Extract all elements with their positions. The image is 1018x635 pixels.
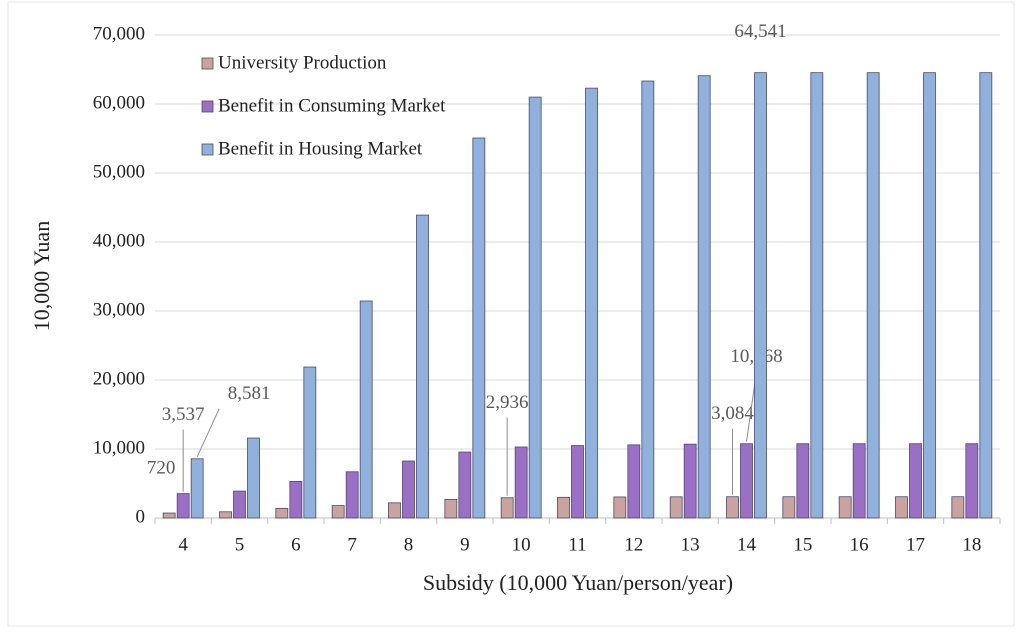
bar (345, 471, 359, 519)
y-tick-label: 20,000 (93, 368, 145, 389)
bar (359, 300, 373, 519)
x-tick-label: 12 (624, 534, 643, 555)
chart-frame (7, 1, 1015, 627)
y-tick-label: 50,000 (93, 161, 145, 182)
x-tick-label: 15 (793, 534, 812, 555)
bar (416, 214, 429, 519)
y-tick-label: 10,000 (93, 437, 145, 458)
bar (838, 496, 852, 519)
x-tick-label: 13 (681, 534, 700, 555)
leader-line (196, 408, 220, 457)
data-label: 8,581 (228, 383, 271, 404)
bar (852, 443, 866, 519)
bar (219, 511, 232, 519)
x-tick-label: 17 (906, 534, 925, 555)
data-label: 3,084 (711, 403, 754, 424)
bar (275, 507, 289, 519)
data-label: 720 (147, 457, 176, 478)
bar (979, 72, 993, 519)
bar (866, 72, 880, 519)
bar (331, 505, 345, 519)
bar (697, 75, 711, 519)
legend-swatch (201, 100, 214, 113)
data-label: 2,936 (486, 392, 529, 413)
x-tick-label: 9 (460, 534, 470, 555)
bar (613, 496, 627, 519)
data-label: 64,541 (734, 21, 786, 42)
bar (895, 496, 908, 519)
x-tick-label: 4 (178, 534, 188, 555)
y-tick-label: 60,000 (93, 92, 145, 113)
bar (571, 445, 584, 519)
x-tick-label: 8 (404, 534, 414, 555)
x-tick-label: 10 (512, 534, 531, 555)
legend-label: Benefit in Consuming Market (218, 95, 446, 116)
bar (683, 443, 697, 519)
bar (641, 80, 655, 519)
bar (796, 443, 810, 519)
x-tick-label: 16 (850, 534, 869, 555)
bar (669, 496, 683, 519)
y-tick-label: 0 (136, 506, 146, 527)
x-axis-title: Subsidy (10,000 Yuan/person/year) (423, 570, 733, 595)
x-tick-label: 18 (962, 534, 981, 555)
bar (627, 444, 641, 519)
x-tick-label: 7 (347, 534, 357, 555)
bar (965, 443, 979, 519)
y-axis-title: 10,000 Yuan (29, 221, 54, 331)
bar (810, 72, 824, 519)
bar (557, 496, 570, 519)
x-tick-label: 5 (235, 534, 245, 555)
bar (726, 496, 739, 519)
bar (754, 72, 767, 519)
bar (528, 96, 542, 519)
bar (247, 437, 260, 519)
bar (585, 87, 598, 519)
bar (740, 443, 753, 519)
y-tick-label: 40,000 (93, 230, 145, 251)
data-label: 3,537 (162, 404, 205, 425)
bar (190, 458, 204, 519)
bar (176, 493, 190, 519)
bar (500, 497, 514, 519)
bar (923, 72, 936, 519)
bar (782, 496, 796, 519)
legend-label: University Production (218, 52, 387, 73)
bar (388, 502, 401, 519)
bar (458, 451, 472, 519)
legend-swatch (201, 143, 214, 156)
legend-swatch (201, 57, 214, 70)
bar (402, 460, 415, 519)
y-tick-label: 30,000 (93, 299, 145, 320)
bar (951, 496, 965, 519)
bar (233, 490, 246, 519)
bar (303, 366, 317, 519)
legend-label: Benefit in Housing Market (218, 138, 423, 159)
bar (909, 443, 922, 519)
bar (514, 446, 528, 519)
y-tick-label: 70,000 (93, 23, 145, 44)
x-tick-label: 6 (291, 534, 301, 555)
bar (472, 137, 486, 519)
x-tick-label: 14 (737, 534, 757, 555)
bar (444, 498, 458, 519)
x-tick-label: 11 (568, 534, 586, 555)
bar (289, 481, 303, 519)
bar (162, 512, 176, 519)
